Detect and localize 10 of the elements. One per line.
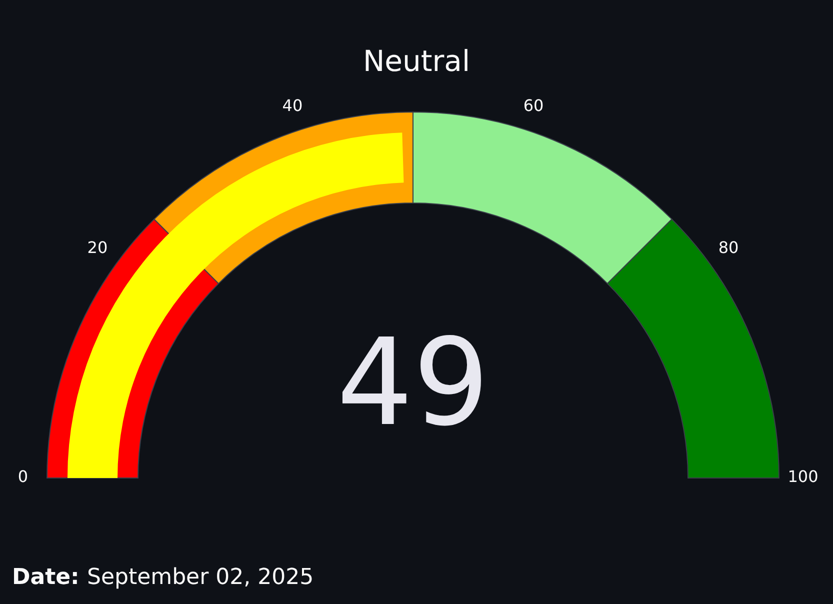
text: Date:	[12, 565, 80, 590]
text: 20	[87, 238, 108, 257]
text: September 02, 2025	[87, 565, 314, 590]
data-label: 49	[336, 314, 490, 454]
text: 40	[282, 96, 303, 116]
text: 0	[18, 467, 28, 486]
text: 60	[523, 96, 544, 116]
text: Neutral	[362, 44, 472, 78]
text: 80	[718, 238, 739, 257]
text: 100	[788, 467, 818, 486]
